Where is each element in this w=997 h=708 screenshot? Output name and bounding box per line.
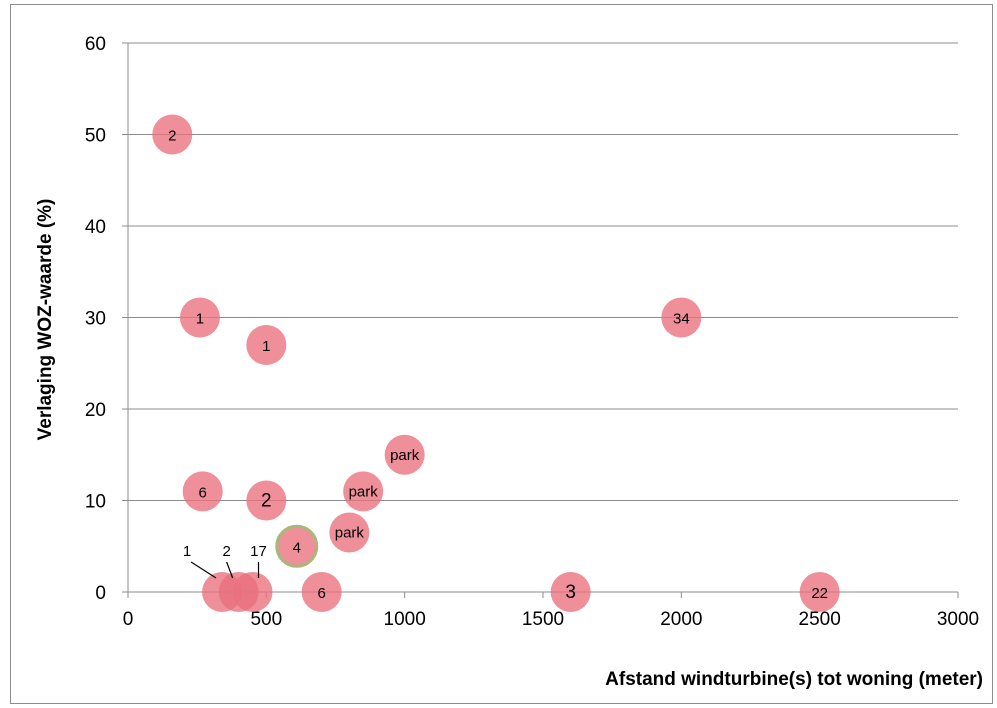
x-axis-title: Afstand windturbine(s) tot woning (meter… xyxy=(605,669,983,690)
callout: 2 xyxy=(222,543,234,579)
callout-label: 2 xyxy=(222,543,230,560)
bubble-label: park xyxy=(349,483,379,500)
callout: 17 xyxy=(250,543,267,578)
bubble-point: 6 xyxy=(182,471,223,512)
bubble-point: park xyxy=(343,471,384,512)
bubble-point: 1 xyxy=(179,297,220,338)
bubble-label: 3 xyxy=(565,582,576,603)
bubble-point: 3 xyxy=(550,572,591,612)
bubble-point: 4 xyxy=(275,524,319,568)
bubble xyxy=(661,297,702,338)
callouts: 1 2 17 xyxy=(183,543,267,579)
bubble-point: park xyxy=(329,512,370,553)
bubble xyxy=(343,471,384,512)
bubble-label: 1 xyxy=(196,311,204,328)
x-tick-label: 1500 xyxy=(522,609,564,630)
bubble xyxy=(182,471,223,512)
x-tick-label: 3000 xyxy=(937,609,979,630)
bubble xyxy=(384,434,425,475)
bubble-point: 6 xyxy=(301,572,342,612)
tick-labels: 0 10 20 30 40 50 60 0 500 1000 1500 2000 2500 3000 xyxy=(85,34,979,630)
bubble-point xyxy=(232,572,273,612)
bubble xyxy=(152,114,193,155)
callout-label: 1 xyxy=(183,543,191,560)
x-tick-label: 2500 xyxy=(799,609,841,630)
bubble xyxy=(246,480,287,521)
axes xyxy=(122,42,959,598)
bubble-label: 22 xyxy=(811,585,828,602)
bubble xyxy=(550,572,591,612)
x-tick-label: 1000 xyxy=(384,609,426,630)
bubble-label: 34 xyxy=(673,311,690,328)
y-tick-label: 60 xyxy=(85,34,106,55)
y-tick-label: 20 xyxy=(85,400,106,421)
bubble-label: park xyxy=(390,447,420,464)
bubble xyxy=(799,572,840,612)
y-axis-title: Verlaging WOZ-waarde (%) xyxy=(35,199,56,441)
bubble-point: 22 xyxy=(799,572,840,612)
bubble-label: park xyxy=(335,525,365,542)
bubble xyxy=(301,572,342,612)
bubble-label: 2 xyxy=(168,128,176,145)
y-tick-label: 40 xyxy=(85,217,106,238)
y-tick-label: 30 xyxy=(85,309,106,330)
bubble xyxy=(232,572,273,612)
callout-leader xyxy=(190,561,217,579)
bubble-point: 34 xyxy=(661,297,702,338)
bubble-label: 6 xyxy=(199,484,207,501)
bubble-point: 1 xyxy=(246,324,287,365)
bubble xyxy=(275,524,319,568)
bubble-label: 4 xyxy=(293,539,301,556)
bubble-label: 6 xyxy=(317,585,325,602)
x-tick-label: 500 xyxy=(250,609,282,630)
callout: 1 xyxy=(183,543,217,579)
x-tick-label: 0 xyxy=(123,609,134,630)
bubble xyxy=(329,512,370,553)
bubble-point: park xyxy=(384,434,425,475)
bubble-label: 2 xyxy=(261,491,272,512)
bubble-point: 2 xyxy=(246,480,287,521)
y-tick-label: 10 xyxy=(85,492,106,513)
gridlines xyxy=(128,42,958,501)
callout-label: 17 xyxy=(250,543,267,560)
bubble-label: 1 xyxy=(262,338,270,355)
bubble xyxy=(246,324,287,365)
callout-leader xyxy=(226,561,234,579)
y-tick-label: 0 xyxy=(95,583,106,604)
y-tick-label: 50 xyxy=(85,126,106,147)
bubble-point: 2 xyxy=(152,114,193,155)
x-tick-label: 2000 xyxy=(660,609,702,630)
bubble xyxy=(179,297,220,338)
bubbles: 2 1 1 34 park park park 6 2 4 6 3 22 xyxy=(152,114,840,612)
